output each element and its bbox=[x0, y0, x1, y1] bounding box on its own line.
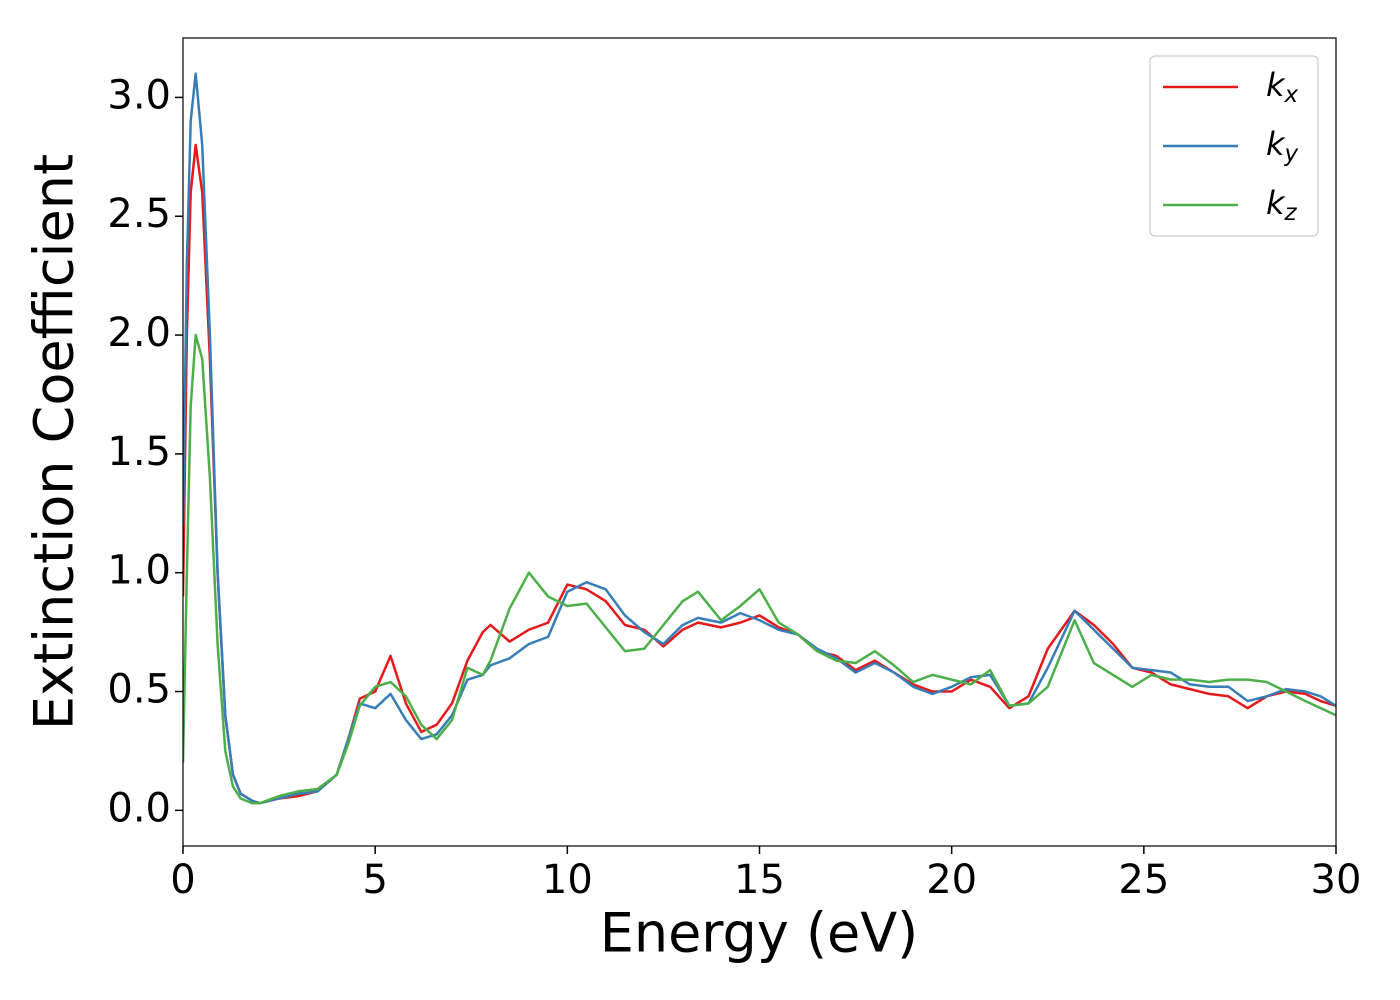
y-tick-label: 0.5 bbox=[107, 667, 171, 713]
data-line bbox=[183, 72, 1336, 805]
y-tick-label: 3.0 bbox=[107, 72, 171, 118]
legend-label: kx bbox=[1266, 66, 1299, 108]
x-tick-label: 5 bbox=[362, 857, 387, 903]
y-tick-label: 0.0 bbox=[107, 785, 171, 831]
y-tick-label: 2.5 bbox=[107, 191, 171, 237]
y-tick-label: 1.0 bbox=[107, 548, 171, 594]
legend-subscript: y bbox=[1284, 141, 1299, 167]
y-axis-label: Extinction Coefficient bbox=[23, 154, 86, 730]
legend-subscript: z bbox=[1284, 200, 1298, 226]
x-axis-label: Energy (eV) bbox=[600, 902, 919, 965]
x-tick-label: 10 bbox=[542, 857, 593, 903]
legend-subscript: x bbox=[1284, 82, 1299, 108]
data-line bbox=[183, 333, 1336, 805]
plot-frame bbox=[182, 37, 1337, 847]
x-tick-label: 25 bbox=[1118, 857, 1169, 903]
data-line bbox=[183, 143, 1336, 805]
x-tick-label: 0 bbox=[170, 857, 195, 903]
x-tick-label: 15 bbox=[734, 857, 785, 903]
x-tick-label: 30 bbox=[1311, 857, 1362, 903]
legend-label: ky bbox=[1266, 125, 1299, 167]
y-tick-label: 1.5 bbox=[107, 429, 171, 475]
x-tick-label: 20 bbox=[926, 857, 977, 903]
y-tick-label: 2.0 bbox=[107, 310, 171, 356]
